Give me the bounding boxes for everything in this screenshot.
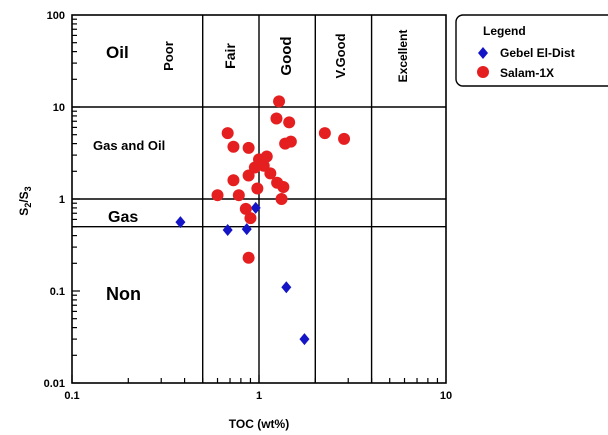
point-salam-1x [270, 112, 283, 125]
legend-entry-salam: Salam-1X [500, 66, 554, 80]
point-salam-1x [242, 141, 255, 154]
class-label-excellent: Excellent [396, 30, 410, 83]
axis-ticks [71, 18, 439, 384]
point-salam-1x [277, 181, 290, 194]
point-salam-1x [244, 212, 257, 225]
x-tick-label: 10 [440, 390, 452, 402]
point-gebel-el-dist [241, 223, 252, 236]
grid-lines [72, 15, 446, 383]
class-label-poor: Poor [161, 41, 176, 71]
point-salam-1x [242, 169, 255, 182]
point-salam-1x [227, 140, 240, 153]
zone-label-non: Non [106, 284, 141, 304]
point-gebel-el-dist [222, 224, 233, 237]
plot-frame [71, 14, 447, 384]
point-salam-1x [251, 182, 264, 195]
point-gebel-el-dist [250, 201, 261, 214]
y-tick-label: 0.1 [50, 286, 65, 298]
legend-entry-gebel: Gebel El-Dist [500, 46, 575, 60]
point-salam-1x [338, 132, 351, 145]
class-label-good: Good [278, 36, 295, 75]
point-salam-1x [264, 167, 277, 180]
legend-marker-salam [477, 66, 489, 78]
point-salam-1x [242, 251, 255, 264]
point-salam-1x [221, 127, 234, 140]
legend-title: Legend [483, 24, 526, 38]
y-tick-label: 10 [53, 102, 65, 114]
zone-label-gas: Gas [108, 209, 138, 226]
class-label-fair: Fair [222, 43, 238, 69]
point-salam-1x [239, 202, 252, 215]
point-salam-1x [211, 189, 224, 202]
x-axis-title: TOC (wt%) [229, 417, 289, 431]
x-tick-label: 1 [256, 390, 262, 402]
y-tick-label: 100 [47, 10, 65, 22]
point-salam-1x [232, 189, 245, 202]
point-salam-1x [273, 95, 286, 108]
point-salam-1x [318, 127, 331, 140]
zone-label-gas-and-oil: Gas and Oil [93, 138, 165, 153]
point-salam-1x [227, 174, 240, 187]
toc-class-labels: Poor Fair Good V.Good Excellent [161, 30, 410, 83]
y-axis-title: S2/S3 [17, 186, 33, 215]
data-points [175, 95, 351, 346]
y-tick-label: 1 [59, 194, 65, 206]
class-label-vgood: V.Good [333, 33, 348, 78]
point-salam-1x [283, 116, 296, 129]
legend-marker-gebel [478, 47, 488, 59]
legend-box [455, 14, 608, 87]
legend: Legend Gebel El-Dist Salam-1X [455, 14, 608, 87]
point-gebel-el-dist [175, 216, 186, 229]
zone-label-oil: Oil [106, 43, 129, 62]
x-tick-label: 0.1 [64, 390, 79, 402]
y-tick-label: 0.01 [44, 378, 65, 390]
point-salam-1x [275, 193, 288, 205]
point-gebel-el-dist [281, 281, 292, 294]
point-gebel-el-dist [299, 333, 310, 346]
point-salam-1x [284, 135, 297, 148]
kerogen-type-labels: Oil Gas and Oil Gas Non [93, 43, 165, 304]
